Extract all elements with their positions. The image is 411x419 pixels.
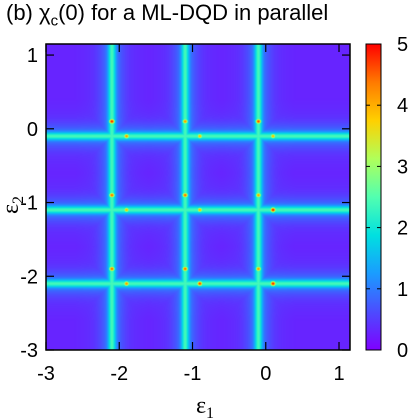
y-tick-label: -2: [20, 266, 38, 288]
y-tick-label: 1: [27, 45, 38, 67]
title-subscript: c: [50, 12, 59, 30]
x-tick-label: 0: [260, 363, 271, 385]
x-tick-label: -3: [37, 363, 55, 385]
colorbar-tick-label: 3: [397, 156, 408, 178]
title-prefix: (b): [6, 0, 39, 25]
title-suffix: (0) for a ML-DQD in parallel: [58, 0, 329, 25]
colorbar-tick-label: 2: [397, 218, 408, 240]
y-axis-label-symbol: ε: [0, 204, 24, 214]
colorbar-tick-label: 5: [397, 34, 408, 56]
heatmap-plot-area: [46, 44, 350, 350]
x-axis-label-symbol: ε: [196, 393, 206, 419]
heatmap-canvas: [46, 44, 350, 350]
x-axis-label: ε1: [196, 393, 214, 419]
x-axis: -3 -2 -1 0 1: [37, 44, 345, 385]
colorbar-tick-label: 0: [397, 340, 408, 362]
y-tick-label: 0: [27, 119, 38, 141]
y-axis: -3 -2 -1 0 1: [20, 45, 350, 362]
x-axis-label-subscript: 1: [206, 405, 214, 419]
colorbar: [365, 43, 382, 351]
chart-title: (b) χc(0) for a ML-DQD in parallel: [6, 0, 328, 34]
title-symbol: χ: [39, 0, 51, 25]
y-tick-label: -3: [20, 340, 38, 362]
x-tick-label: -1: [184, 363, 202, 385]
plot-frame: [45, 43, 351, 351]
x-tick-label: -2: [110, 363, 128, 385]
colorbar-tick-label: 4: [397, 95, 408, 117]
y-tick-label: -1: [20, 193, 38, 215]
colorbar-tick-label: 1: [397, 279, 408, 301]
y-axis-label: ε2: [0, 196, 27, 214]
colorbar-axis: 0 1 2 3 4 5: [366, 34, 408, 362]
x-tick-label: 1: [333, 363, 344, 385]
y-axis-label-subscript: 2: [10, 196, 27, 204]
